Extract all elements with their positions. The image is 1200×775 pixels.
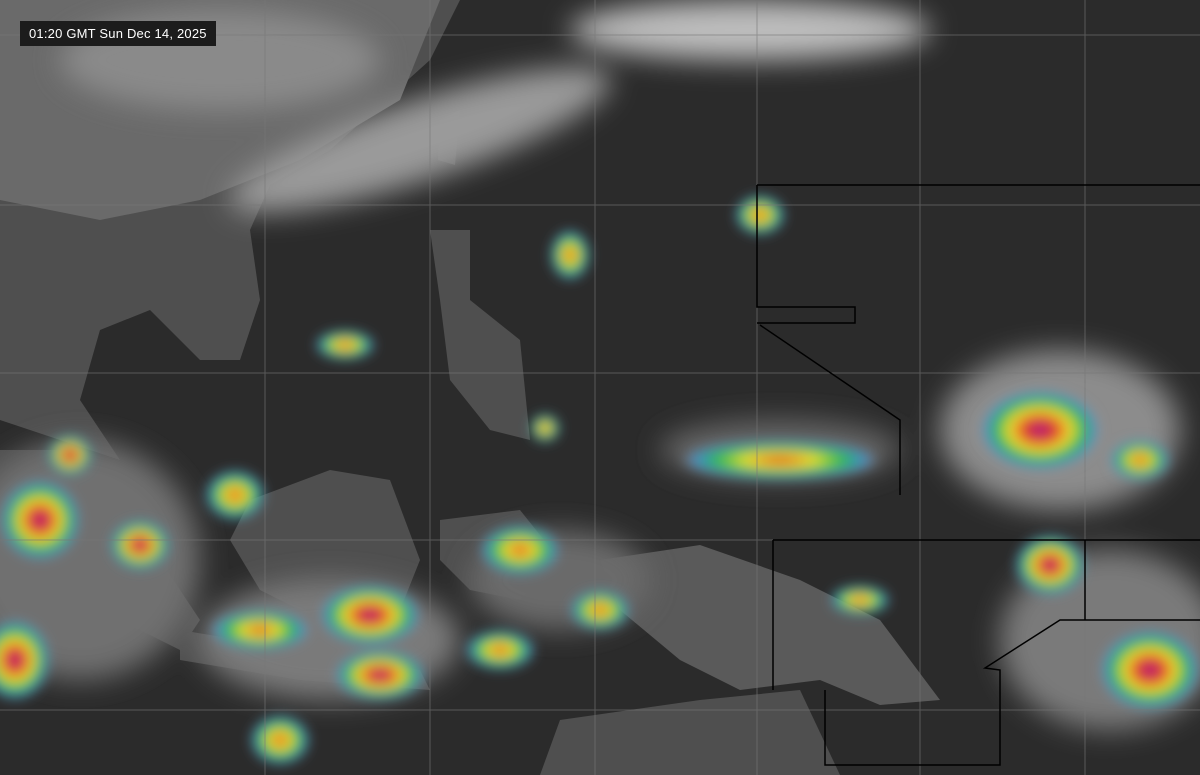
- boundaries: [756, 184, 1200, 766]
- timestamp-label: 01:20 GMT Sun Dec 14, 2025: [20, 21, 216, 46]
- convection-cells: [0, 195, 1200, 765]
